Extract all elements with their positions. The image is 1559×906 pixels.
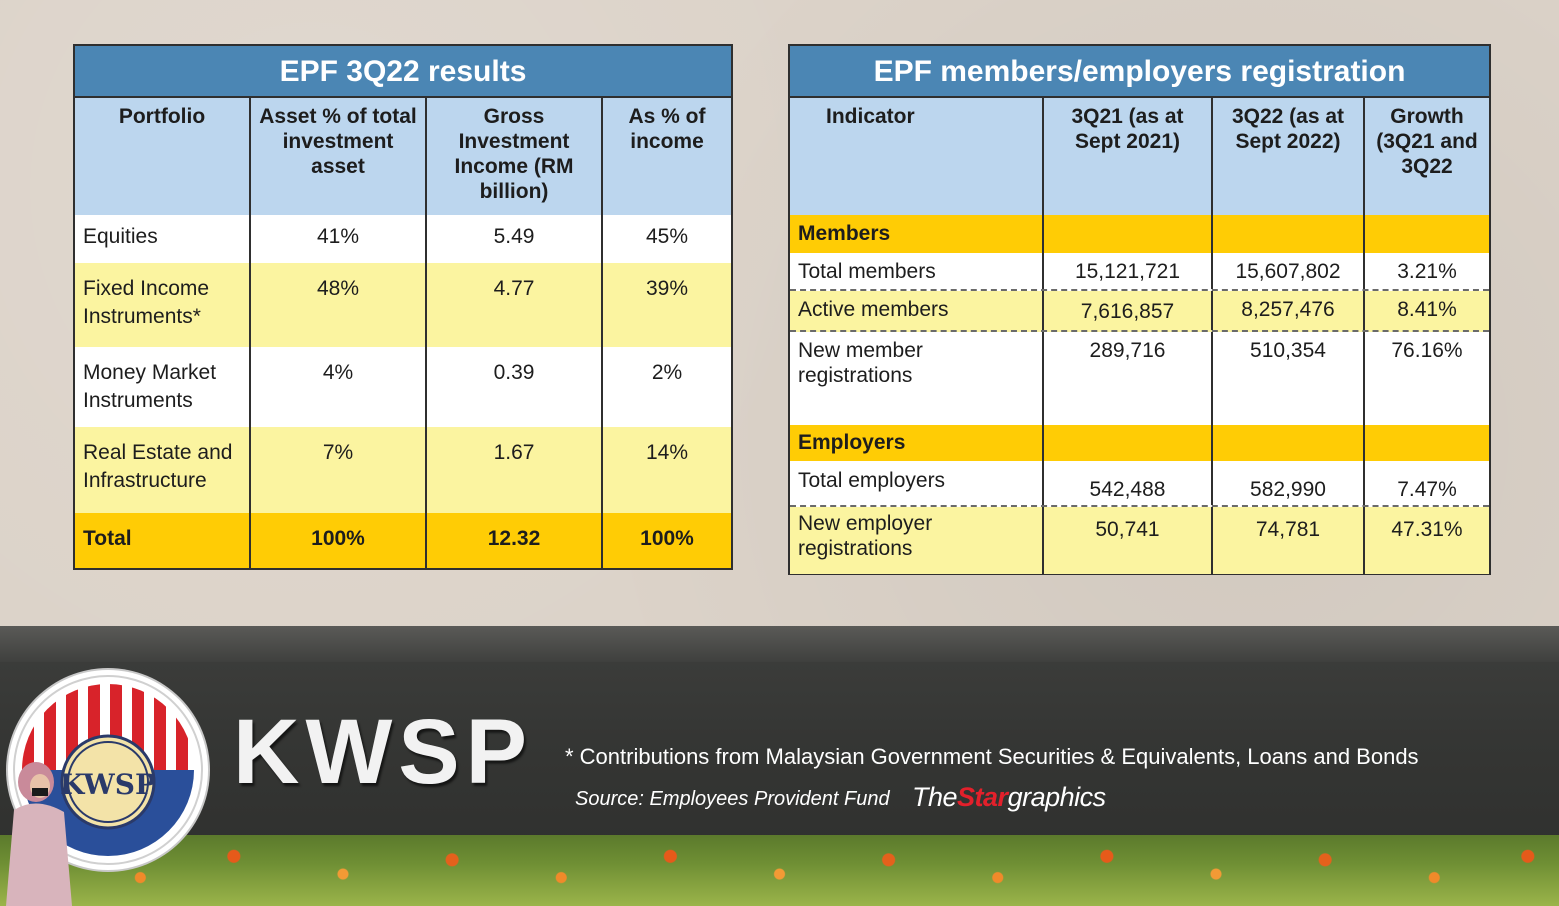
asset-pct-cell: 4% <box>251 347 427 427</box>
table-header-row: Indicator 3Q21 (as at Sept 2021) 3Q22 (a… <box>790 98 1489 215</box>
table-row: Money Market Instruments 4% 0.39 2% <box>75 347 731 427</box>
empty-cell <box>1365 215 1489 253</box>
epf-results-table: EPF 3Q22 results Portfolio Asset % of to… <box>73 44 733 570</box>
table-title: EPF 3Q22 results <box>75 46 731 98</box>
income-pct-cell: 39% <box>645 277 689 300</box>
q22-cell: 15,607,802 <box>1213 253 1365 289</box>
brand-the: The <box>912 782 958 812</box>
income-cell: 12.32 <box>427 513 603 568</box>
income-cell: 4.77 <box>427 263 603 347</box>
brand-star: Star <box>957 782 1008 812</box>
column-header: Portfolio <box>75 98 251 215</box>
indicator-cell: Total employers <box>790 461 1044 505</box>
q22-cell: 8,257,476 <box>1213 291 1365 330</box>
section-label: Employers <box>790 425 1044 461</box>
column-header: Asset % of total investment asset <box>251 98 427 215</box>
portfolio-cell: Fixed Income Instruments* <box>75 263 251 347</box>
q22-cell: 74,781 <box>1213 507 1365 574</box>
income-pct-cell: 100% <box>640 527 694 550</box>
indicator-cell: Total members <box>790 253 1044 289</box>
section-row-members: Members <box>790 215 1489 253</box>
section-row-employers: Employers <box>790 425 1489 461</box>
section-label: Members <box>790 215 1044 253</box>
empty-cell <box>1044 425 1213 461</box>
growth-cell: 3.21% <box>1397 260 1457 283</box>
q22-cell: 510,354 <box>1213 332 1365 425</box>
growth-cell: 47.31% <box>1391 518 1463 541</box>
q21-cell: 50,741 <box>1044 507 1213 574</box>
income-pct-cell: 14% <box>645 441 689 464</box>
table-row: Real Estate and Infrastructure 7% 1.67 1… <box>75 427 731 513</box>
table-row: Total employers 542,488 582,990 7.47% <box>790 461 1489 507</box>
q22-cell: 582,990 <box>1213 461 1365 505</box>
portfolio-cell: Total <box>75 513 251 568</box>
kwsp-sign-text: KWSP <box>233 701 533 803</box>
asset-pct-cell: 100% <box>251 513 427 568</box>
empty-cell <box>1365 425 1489 461</box>
source-credit: Source: Employees Provident Fund <box>575 788 890 810</box>
asset-pct-cell: 41% <box>251 215 427 263</box>
thestar-graphics-logo: TheStargraphics <box>912 782 1106 813</box>
table-row: Fixed Income Instruments* 48% 4.77 39% <box>75 263 731 347</box>
asset-pct-cell: 48% <box>251 263 427 347</box>
table-title: EPF members/employers registration <box>790 46 1489 98</box>
q21-cell: 542,488 <box>1044 461 1213 505</box>
income-cell: 1.67 <box>427 427 603 513</box>
empty-cell <box>1044 215 1213 253</box>
portfolio-cell: Equities <box>75 215 251 263</box>
asset-pct-cell: 7% <box>251 427 427 513</box>
table-row: Active members 7,616,857 8,257,476 8.41% <box>790 291 1489 332</box>
portfolio-cell: Money Market Instruments <box>75 347 251 427</box>
total-row: Total 100% 12.32 100% <box>75 513 731 568</box>
table-row: New member registrations 289,716 510,354… <box>790 332 1489 425</box>
indicator-cell: New employer registrations <box>790 507 1044 574</box>
logo-text: KWSP <box>60 768 156 801</box>
indicator-cell: New member registrations <box>790 332 1044 425</box>
column-header: Indicator <box>790 98 1044 215</box>
table-header-row: Portfolio Asset % of total investment as… <box>75 98 731 215</box>
q21-cell: 7,616,857 <box>1044 291 1213 330</box>
portfolio-cell: Real Estate and Infrastructure <box>75 427 251 513</box>
footnote: * Contributions from Malaysian Governmen… <box>565 744 1419 769</box>
column-header: 3Q21 (as at Sept 2021) <box>1044 98 1213 215</box>
epf-registration-table: EPF members/employers registration Indic… <box>788 44 1491 575</box>
income-pct-cell: 2% <box>651 361 683 384</box>
empty-cell <box>1213 215 1365 253</box>
table-row: New employer registrations 50,741 74,781… <box>790 507 1489 574</box>
income-cell: 0.39 <box>427 347 603 427</box>
table-row: Equities 41% 5.49 45% <box>75 215 731 263</box>
income-cell: 5.49 <box>427 215 603 263</box>
growth-cell: 76.16% <box>1391 339 1463 362</box>
growth-cell: 8.41% <box>1397 298 1457 321</box>
empty-cell <box>1213 425 1365 461</box>
brand-graphics: graphics <box>1007 782 1107 812</box>
income-pct-cell: 45% <box>645 225 689 248</box>
column-header: Growth (3Q21 and 3Q22 <box>1365 98 1489 215</box>
column-header: As % of income <box>603 98 731 215</box>
table-row: Total members 15,121,721 15,607,802 3.21… <box>790 253 1489 291</box>
growth-cell: 7.47% <box>1397 478 1457 501</box>
kwsp-logo: KWSP <box>8 670 208 870</box>
column-header: 3Q22 (as at Sept 2022) <box>1213 98 1365 215</box>
sign-wall-top-band <box>0 626 1559 662</box>
indicator-cell: Active members <box>790 291 1044 330</box>
q21-cell: 15,121,721 <box>1044 253 1213 289</box>
column-header: Gross Investment Income (RM billion) <box>427 98 603 215</box>
person-figure <box>6 762 72 906</box>
q21-cell: 289,716 <box>1044 332 1213 425</box>
flower-bed <box>0 835 1559 906</box>
